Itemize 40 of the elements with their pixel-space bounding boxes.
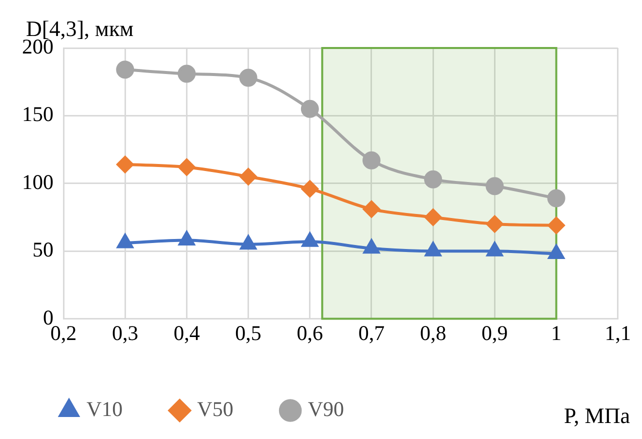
point xyxy=(486,242,503,256)
point xyxy=(424,208,442,226)
point xyxy=(547,189,566,208)
point xyxy=(239,68,258,87)
point xyxy=(362,151,380,170)
legend-label: V10 xyxy=(86,397,123,422)
point xyxy=(302,232,318,247)
point xyxy=(117,234,134,248)
x-tick-label: 0,9 xyxy=(482,320,508,345)
y-tick-label: 50 xyxy=(32,238,54,262)
x-tick-label: 0,5 xyxy=(235,320,262,345)
legend-label: V50 xyxy=(197,397,234,422)
x-tick-label: 1,1 xyxy=(604,320,631,345)
point xyxy=(240,235,256,250)
x-tick-label: 1 xyxy=(551,320,562,345)
point xyxy=(548,244,564,260)
point xyxy=(362,200,380,218)
point xyxy=(116,60,134,79)
point xyxy=(486,177,504,196)
x-tick-label: 0,8 xyxy=(420,320,446,345)
y-tick-label: 100 xyxy=(22,170,54,194)
point xyxy=(240,168,257,186)
point xyxy=(301,180,318,198)
point xyxy=(363,239,380,254)
x-tick-label: 0,4 xyxy=(174,320,200,345)
point xyxy=(300,100,319,118)
legend-label: V90 xyxy=(308,397,344,422)
x-tick-label: 0,7 xyxy=(358,320,385,345)
point xyxy=(178,231,195,246)
y-tick-label: 150 xyxy=(22,102,54,126)
point xyxy=(178,158,196,176)
point xyxy=(178,64,196,83)
point xyxy=(548,216,565,234)
point xyxy=(116,156,134,173)
x-tick-label: 0,6 xyxy=(296,320,324,345)
point xyxy=(425,242,442,256)
point xyxy=(424,170,442,188)
x-axis-title: P, МПа xyxy=(564,402,630,428)
x-tick-label: 0,3 xyxy=(112,320,138,345)
point xyxy=(486,216,504,233)
